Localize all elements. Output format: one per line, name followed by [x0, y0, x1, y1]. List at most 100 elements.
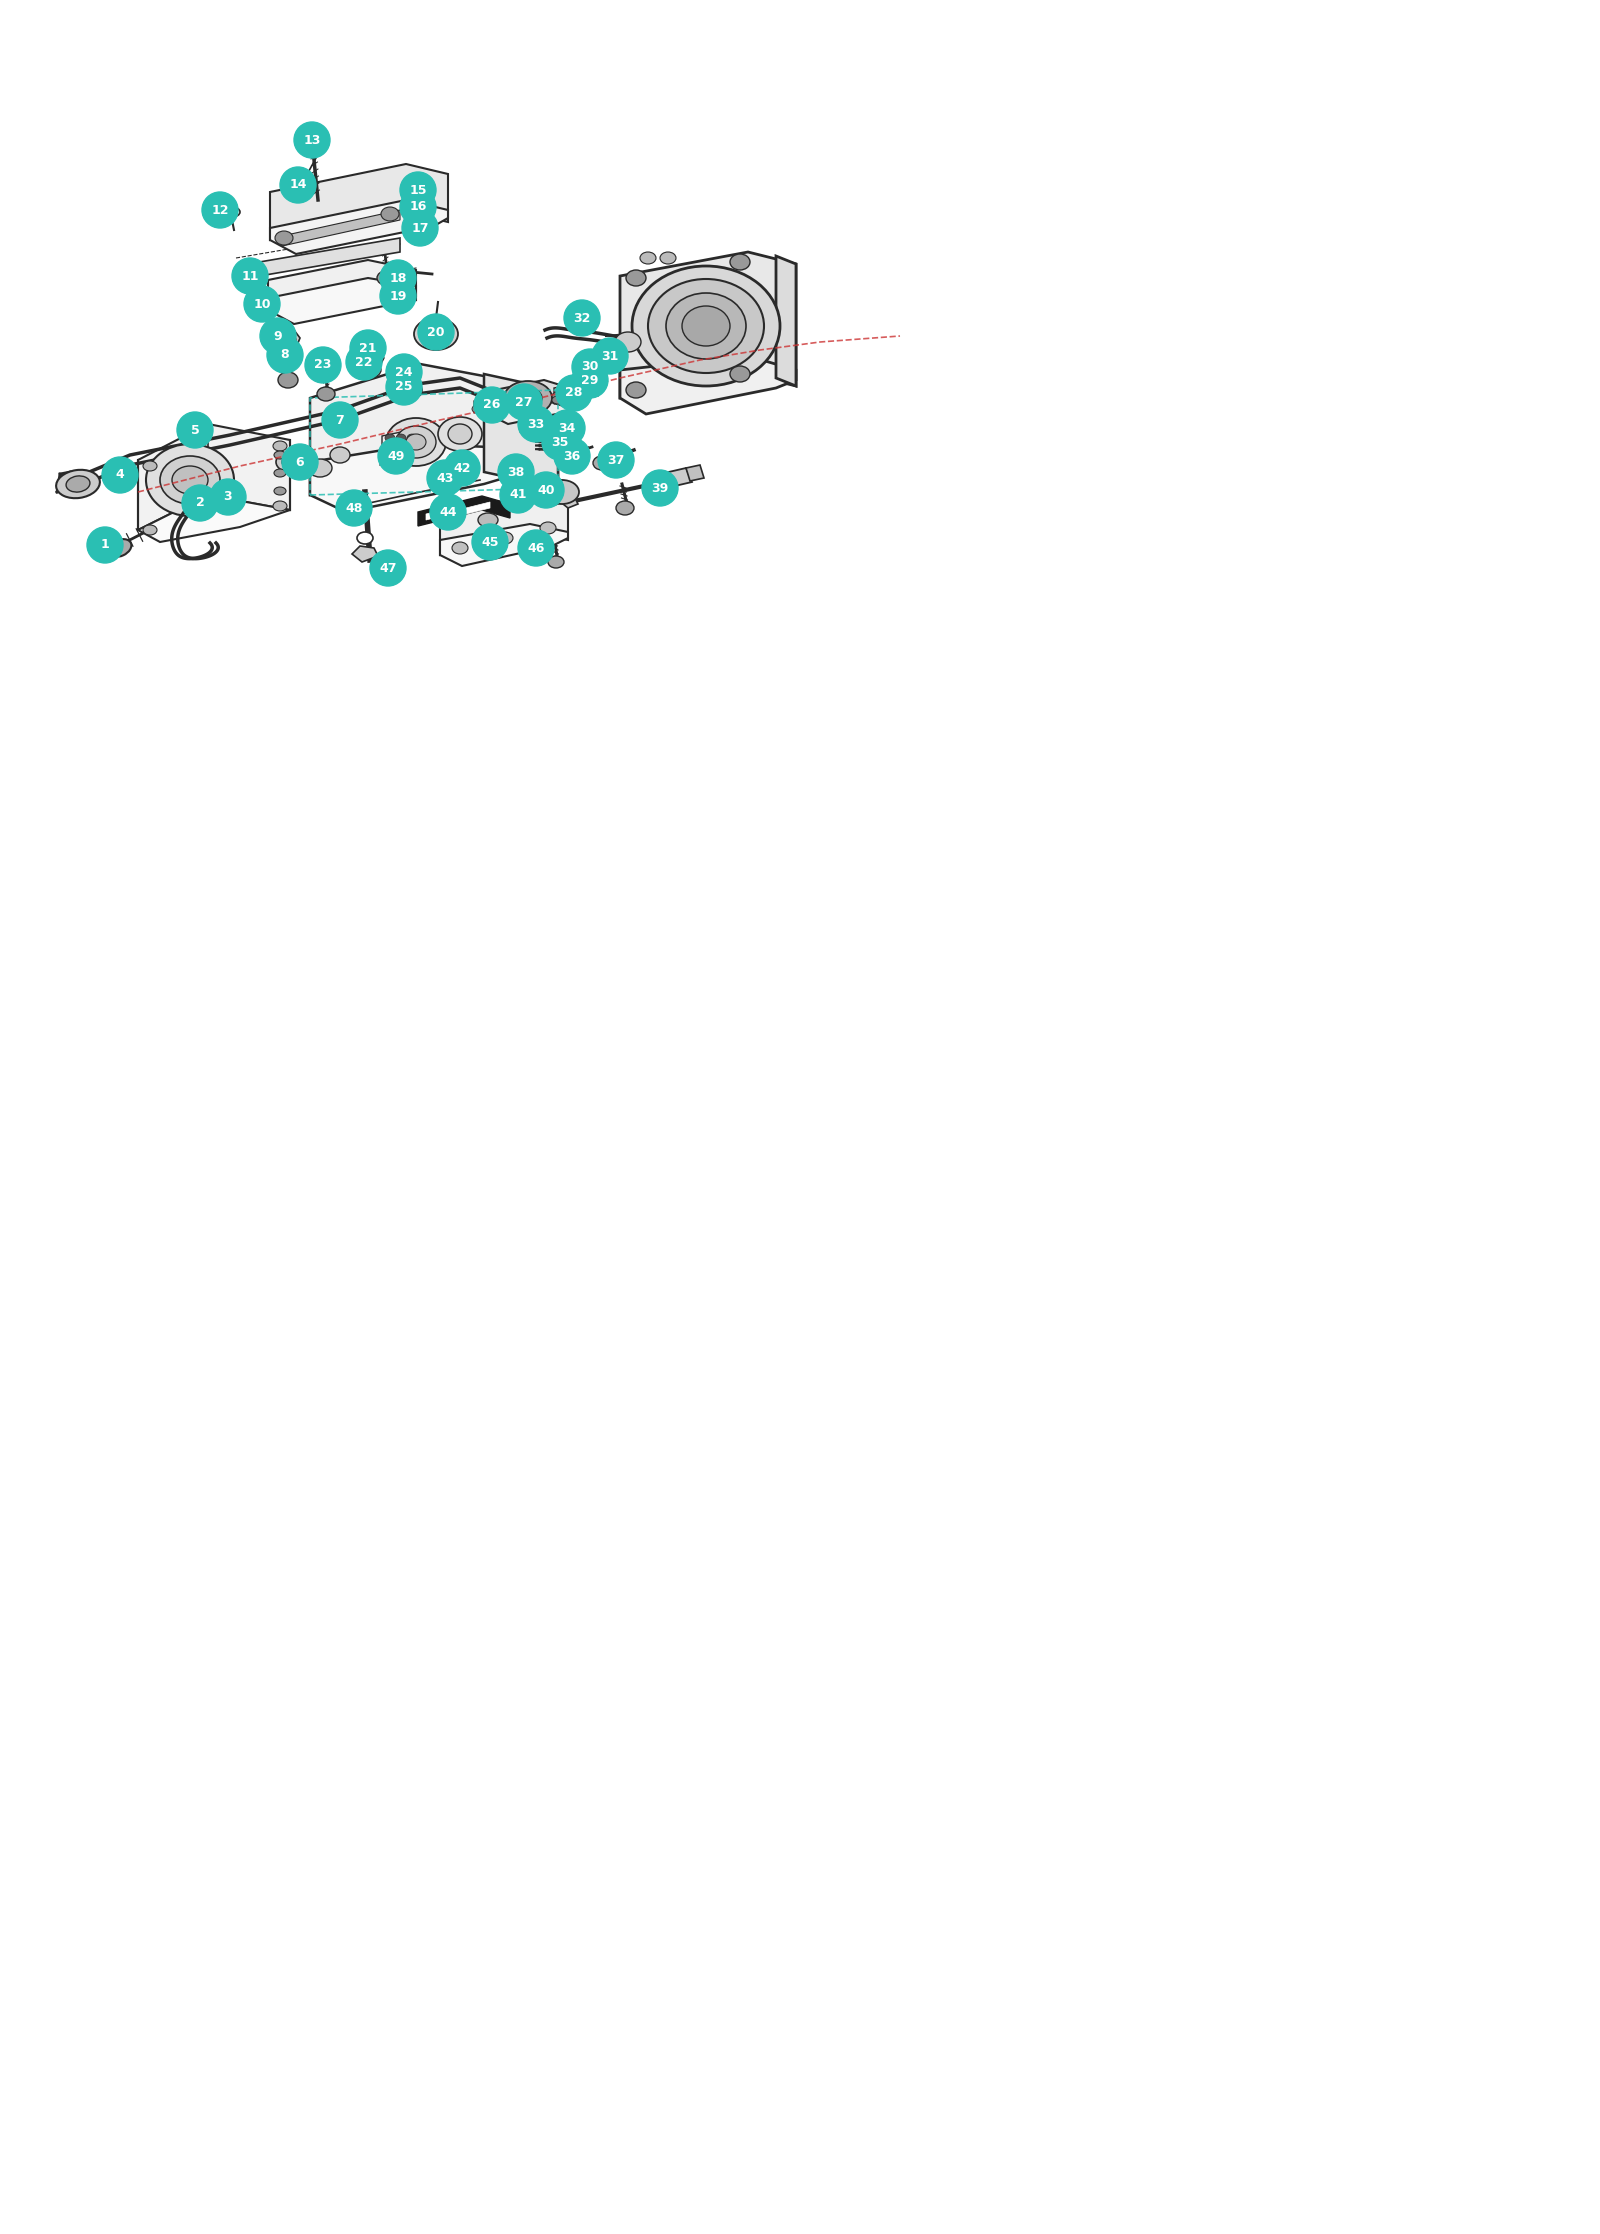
Ellipse shape [552, 395, 563, 404]
Ellipse shape [274, 451, 286, 458]
Ellipse shape [218, 491, 232, 500]
Circle shape [282, 445, 318, 480]
Text: 38: 38 [507, 465, 525, 478]
Ellipse shape [109, 538, 131, 556]
Ellipse shape [173, 467, 208, 494]
Circle shape [381, 259, 416, 295]
Ellipse shape [397, 433, 406, 442]
Text: 11: 11 [242, 270, 259, 281]
Circle shape [381, 277, 416, 315]
Ellipse shape [290, 179, 310, 194]
Ellipse shape [582, 362, 602, 375]
Circle shape [202, 192, 238, 228]
Ellipse shape [363, 362, 381, 378]
Text: 21: 21 [360, 342, 376, 355]
Text: 3: 3 [224, 491, 232, 503]
Ellipse shape [397, 427, 435, 458]
Text: 2: 2 [195, 496, 205, 509]
Polygon shape [474, 393, 509, 413]
Circle shape [518, 407, 554, 442]
Circle shape [86, 527, 123, 563]
Ellipse shape [406, 433, 418, 442]
Ellipse shape [554, 440, 563, 449]
Circle shape [592, 337, 627, 373]
Ellipse shape [616, 500, 634, 516]
Ellipse shape [626, 382, 646, 398]
Ellipse shape [594, 456, 611, 469]
Ellipse shape [278, 373, 298, 389]
Circle shape [402, 210, 438, 246]
Ellipse shape [472, 404, 482, 413]
Ellipse shape [478, 514, 498, 527]
Circle shape [430, 494, 466, 529]
Polygon shape [352, 545, 378, 563]
Circle shape [528, 471, 563, 507]
Circle shape [386, 369, 422, 404]
Ellipse shape [307, 134, 323, 145]
Text: 15: 15 [410, 183, 427, 197]
Text: 24: 24 [395, 366, 413, 378]
Ellipse shape [142, 460, 157, 471]
Ellipse shape [579, 373, 605, 391]
Ellipse shape [557, 380, 592, 407]
Circle shape [232, 257, 269, 295]
Text: 44: 44 [440, 505, 456, 518]
Polygon shape [270, 201, 448, 255]
Circle shape [518, 529, 554, 565]
Text: 16: 16 [410, 201, 427, 214]
Polygon shape [269, 277, 416, 324]
Ellipse shape [499, 395, 510, 402]
Polygon shape [776, 257, 797, 386]
Ellipse shape [411, 210, 429, 226]
Ellipse shape [587, 364, 597, 373]
Polygon shape [621, 252, 797, 398]
Circle shape [445, 449, 480, 487]
Ellipse shape [194, 496, 211, 509]
Ellipse shape [278, 333, 296, 346]
Polygon shape [382, 429, 419, 449]
Text: 1: 1 [101, 538, 109, 552]
Text: 17: 17 [411, 221, 429, 235]
Text: 18: 18 [389, 273, 406, 284]
Polygon shape [237, 239, 400, 279]
Ellipse shape [357, 532, 373, 545]
Ellipse shape [586, 384, 598, 391]
Circle shape [418, 315, 454, 351]
Ellipse shape [549, 427, 565, 440]
Circle shape [549, 411, 586, 447]
Circle shape [573, 349, 608, 384]
Text: 25: 25 [395, 380, 413, 393]
Polygon shape [360, 349, 384, 369]
Polygon shape [462, 503, 490, 516]
Polygon shape [274, 331, 301, 351]
Text: 35: 35 [552, 436, 568, 449]
Ellipse shape [640, 252, 656, 264]
Text: 8: 8 [280, 349, 290, 362]
Circle shape [378, 438, 414, 474]
Circle shape [499, 478, 536, 514]
Circle shape [472, 525, 509, 561]
Text: 31: 31 [602, 349, 619, 362]
Circle shape [557, 375, 592, 411]
Ellipse shape [142, 525, 157, 534]
Ellipse shape [448, 424, 472, 445]
Text: 36: 36 [563, 449, 581, 462]
Text: 29: 29 [581, 373, 598, 386]
Text: 26: 26 [483, 398, 501, 411]
Polygon shape [621, 355, 797, 413]
Polygon shape [490, 400, 570, 424]
Text: 41: 41 [509, 489, 526, 500]
Polygon shape [483, 373, 558, 487]
Polygon shape [490, 380, 570, 416]
Text: 45: 45 [482, 536, 499, 550]
Polygon shape [686, 465, 704, 480]
Text: 13: 13 [304, 134, 320, 147]
Text: 32: 32 [573, 311, 590, 324]
Circle shape [386, 353, 422, 391]
Circle shape [336, 489, 371, 525]
Text: 43: 43 [437, 471, 454, 485]
Text: 33: 33 [528, 418, 544, 431]
Ellipse shape [274, 469, 286, 478]
Circle shape [267, 337, 302, 373]
Ellipse shape [730, 255, 750, 270]
